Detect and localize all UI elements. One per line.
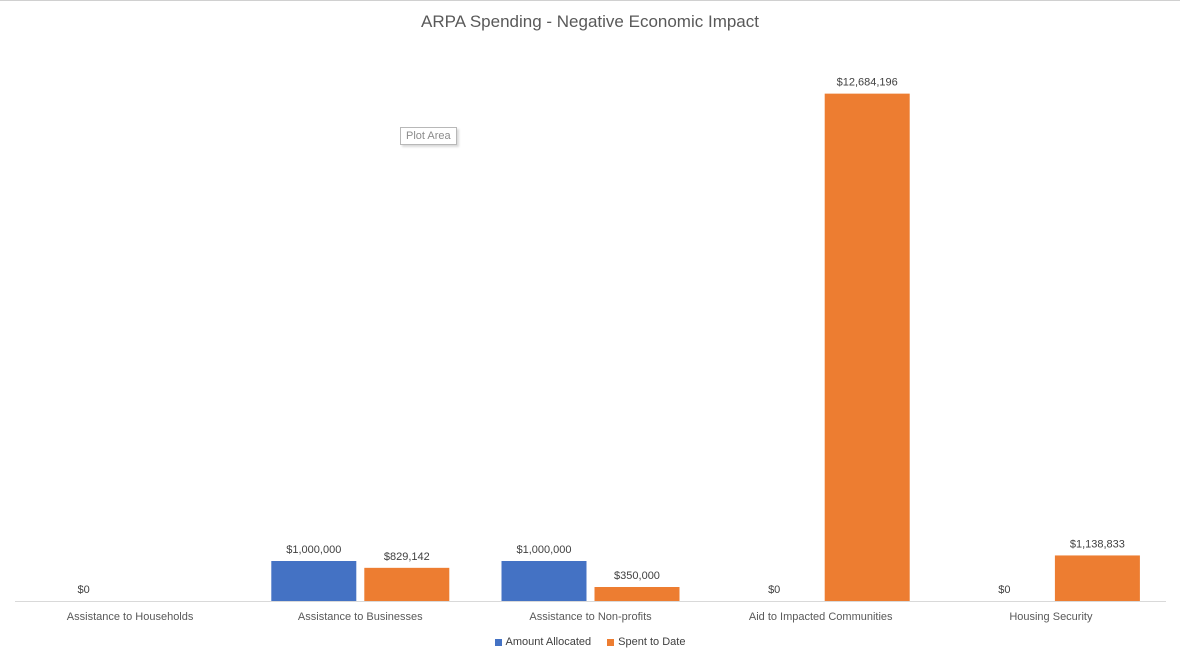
legend-label: Spent to Date — [618, 636, 686, 648]
x-tick-label: Assistance to Non-profits — [529, 611, 652, 623]
bar-spent-to-date[interactable] — [594, 587, 680, 601]
bar-spent-to-date[interactable] — [824, 93, 910, 602]
legend[interactable]: Amount Allocated Spent to Date — [0, 636, 1180, 648]
top-border — [0, 0, 1180, 3]
legend-item-amount-allocated[interactable]: Amount Allocated — [494, 636, 592, 648]
data-label: $0 — [77, 584, 89, 596]
data-label: $0 — [768, 584, 780, 596]
plot-area-tooltip: Plot Area — [400, 127, 457, 145]
x-tick-label: Assistance to Businesses — [298, 611, 423, 623]
legend-item-spent-to-date[interactable]: Spent to Date — [607, 636, 685, 648]
data-label: $350,000 — [614, 570, 660, 582]
data-label: $1,000,000 — [286, 544, 341, 556]
bar-spent-to-date[interactable] — [1054, 555, 1140, 601]
x-tick-label: Assistance to Households — [67, 611, 194, 623]
data-label: $1,138,833 — [1070, 538, 1125, 550]
data-label: $12,684,196 — [837, 77, 898, 89]
data-label: $1,000,000 — [516, 544, 571, 556]
legend-swatch — [494, 638, 502, 646]
bar-spent-to-date[interactable] — [364, 567, 450, 601]
data-label: $0 — [998, 584, 1010, 596]
legend-label: Amount Allocated — [505, 636, 592, 648]
data-label: $829,142 — [384, 551, 430, 563]
x-tick-label: Aid to Impacted Communities — [749, 611, 893, 623]
legend-swatch — [607, 638, 615, 646]
bar-amount-allocated[interactable] — [271, 561, 357, 601]
bar-amount-allocated[interactable] — [501, 561, 587, 601]
x-tick-label: Housing Security — [1009, 611, 1093, 623]
chart-title[interactable]: ARPA Spending - Negative Economic Impact — [421, 12, 759, 31]
